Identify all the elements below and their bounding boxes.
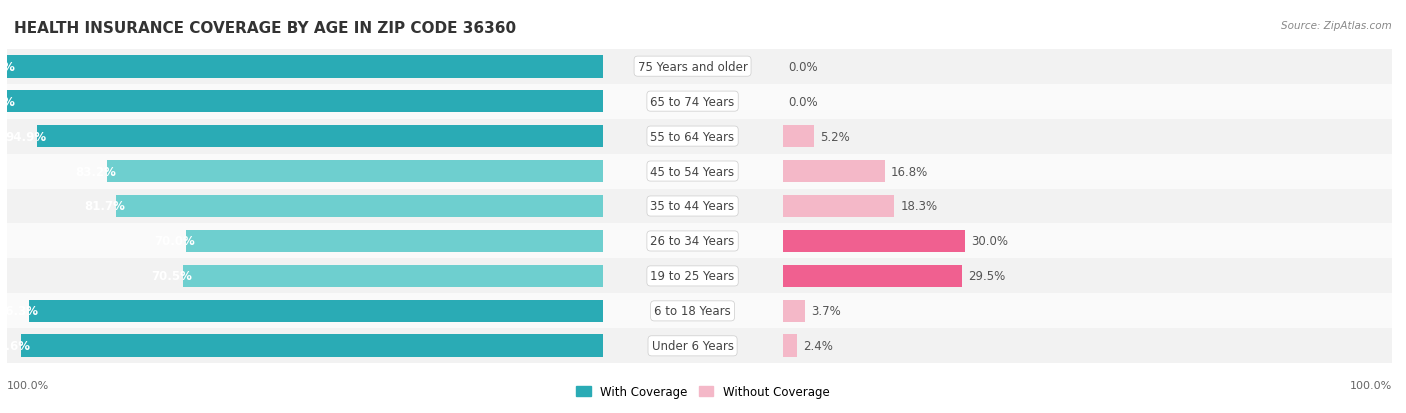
- Bar: [783, 160, 884, 183]
- Text: 35 to 44 Years: 35 to 44 Years: [651, 200, 734, 213]
- Text: 3.7%: 3.7%: [811, 305, 841, 318]
- Text: 100.0%: 100.0%: [1350, 380, 1392, 390]
- Text: 18.3%: 18.3%: [900, 200, 938, 213]
- Text: 100.0%: 100.0%: [7, 380, 49, 390]
- Bar: [783, 265, 962, 287]
- Text: HEALTH INSURANCE COVERAGE BY AGE IN ZIP CODE 36360: HEALTH INSURANCE COVERAGE BY AGE IN ZIP …: [14, 21, 516, 36]
- Text: Under 6 Years: Under 6 Years: [651, 339, 734, 352]
- Bar: [478, 224, 1406, 259]
- Bar: [0, 84, 900, 119]
- Bar: [117, 195, 603, 218]
- Bar: [0, 154, 900, 189]
- Bar: [478, 294, 1406, 329]
- Bar: [478, 154, 1406, 189]
- Bar: [0, 189, 900, 224]
- Bar: [38, 126, 603, 148]
- Text: 94.9%: 94.9%: [6, 130, 46, 143]
- Bar: [0, 259, 1406, 294]
- Text: Source: ZipAtlas.com: Source: ZipAtlas.com: [1281, 21, 1392, 31]
- Bar: [186, 230, 603, 253]
- Bar: [783, 300, 806, 323]
- Text: 16.8%: 16.8%: [891, 165, 928, 178]
- Bar: [478, 259, 1406, 294]
- Bar: [0, 50, 900, 84]
- Bar: [0, 294, 1406, 329]
- Bar: [478, 84, 1406, 119]
- Bar: [0, 154, 1406, 189]
- Text: 0.0%: 0.0%: [789, 61, 818, 74]
- Bar: [783, 126, 814, 148]
- Legend: With Coverage, Without Coverage: With Coverage, Without Coverage: [572, 381, 834, 403]
- Bar: [478, 189, 1406, 224]
- Bar: [783, 230, 966, 253]
- Text: 45 to 54 Years: 45 to 54 Years: [651, 165, 734, 178]
- Text: 2.4%: 2.4%: [803, 339, 834, 352]
- Bar: [478, 50, 1406, 84]
- Bar: [0, 224, 900, 259]
- Bar: [0, 50, 1406, 84]
- Text: 70.5%: 70.5%: [150, 270, 191, 283]
- Bar: [0, 329, 1406, 363]
- Text: 6 to 18 Years: 6 to 18 Years: [654, 305, 731, 318]
- Text: 55 to 64 Years: 55 to 64 Years: [651, 130, 734, 143]
- Text: 0.0%: 0.0%: [789, 95, 818, 108]
- Bar: [183, 265, 603, 287]
- Text: 5.2%: 5.2%: [820, 130, 851, 143]
- Text: 97.6%: 97.6%: [0, 339, 31, 352]
- Bar: [783, 335, 797, 357]
- Text: 26 to 34 Years: 26 to 34 Years: [651, 235, 735, 248]
- Bar: [478, 119, 1406, 154]
- Text: 70.0%: 70.0%: [153, 235, 194, 248]
- Bar: [0, 119, 1406, 154]
- Bar: [783, 195, 894, 218]
- Bar: [0, 84, 1406, 119]
- Text: 100.0%: 100.0%: [0, 95, 15, 108]
- Bar: [30, 300, 603, 323]
- Bar: [0, 259, 900, 294]
- Text: 75 Years and older: 75 Years and older: [638, 61, 748, 74]
- Bar: [7, 90, 603, 113]
- Text: 19 to 25 Years: 19 to 25 Years: [651, 270, 735, 283]
- Text: 30.0%: 30.0%: [972, 235, 1008, 248]
- Bar: [7, 56, 603, 78]
- Text: 83.2%: 83.2%: [75, 165, 117, 178]
- Text: 29.5%: 29.5%: [969, 270, 1005, 283]
- Bar: [0, 119, 900, 154]
- Text: 81.7%: 81.7%: [84, 200, 125, 213]
- Bar: [107, 160, 603, 183]
- Text: 100.0%: 100.0%: [0, 61, 15, 74]
- Bar: [0, 329, 900, 363]
- Text: 65 to 74 Years: 65 to 74 Years: [651, 95, 735, 108]
- Text: 96.3%: 96.3%: [0, 305, 38, 318]
- Bar: [21, 335, 603, 357]
- Bar: [0, 294, 900, 329]
- Bar: [0, 189, 1406, 224]
- Bar: [478, 329, 1406, 363]
- Bar: [0, 224, 1406, 259]
